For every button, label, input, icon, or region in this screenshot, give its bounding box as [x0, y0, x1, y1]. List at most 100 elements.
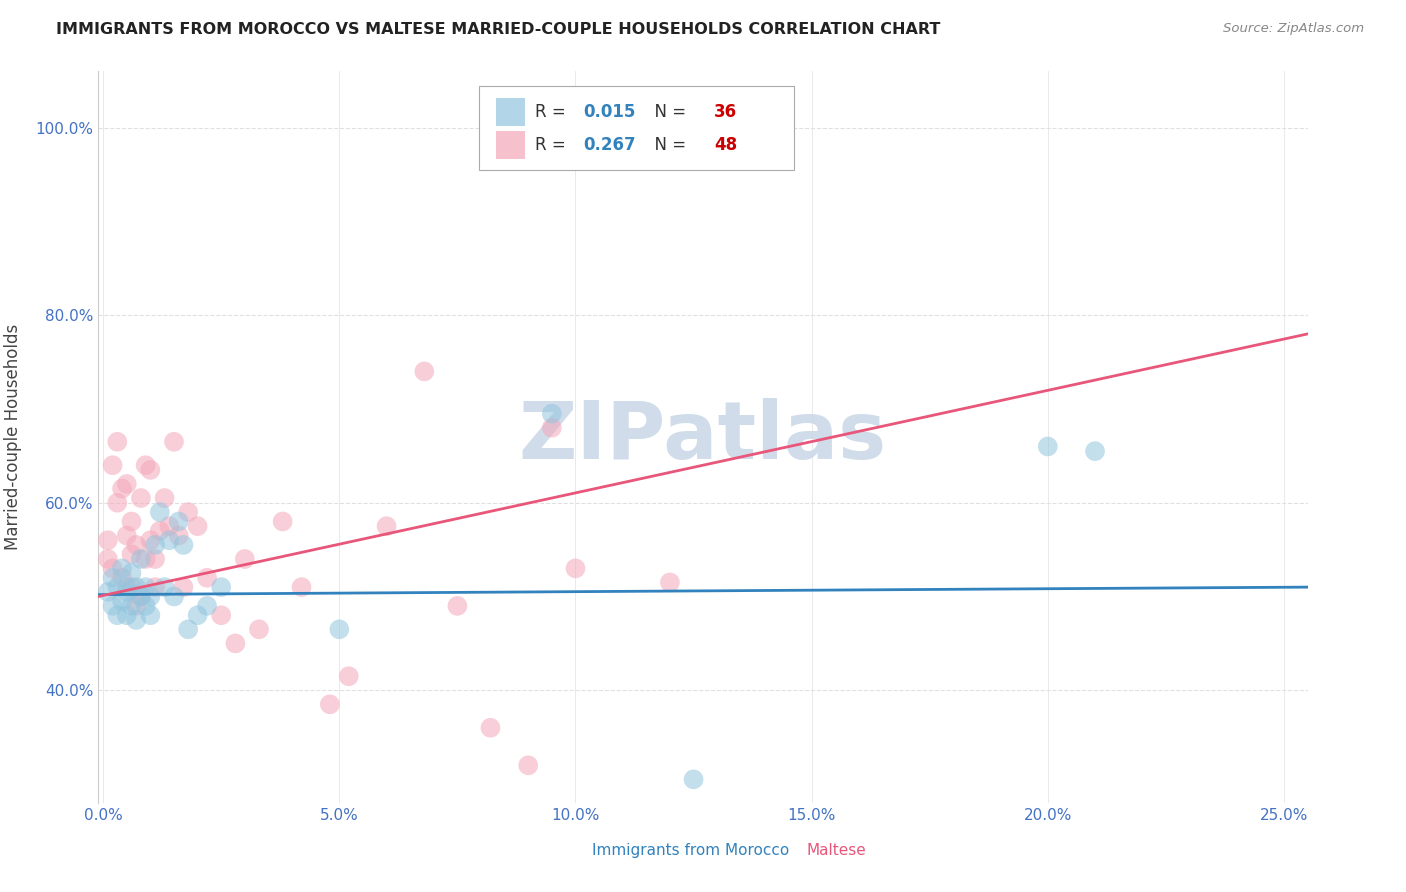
Point — [97, 552, 120, 566]
Point — [157, 533, 180, 548]
Point — [139, 590, 162, 604]
Point — [97, 533, 120, 548]
Point — [167, 515, 190, 529]
Point — [105, 580, 128, 594]
Point — [115, 528, 138, 542]
Point — [115, 584, 138, 599]
Point — [195, 571, 218, 585]
Point — [172, 538, 194, 552]
Text: 48: 48 — [714, 136, 737, 154]
Point — [121, 566, 143, 580]
Point — [247, 623, 270, 637]
FancyBboxPatch shape — [496, 131, 526, 159]
Point — [105, 434, 128, 449]
Point — [139, 608, 162, 623]
Point — [143, 580, 166, 594]
Point — [157, 519, 180, 533]
Point — [121, 580, 143, 594]
FancyBboxPatch shape — [496, 98, 526, 126]
Point — [163, 590, 186, 604]
Y-axis label: Married-couple Households: Married-couple Households — [4, 324, 21, 550]
Point — [111, 561, 134, 575]
Point — [177, 623, 200, 637]
Point — [111, 571, 134, 585]
Point — [163, 434, 186, 449]
Point — [187, 519, 209, 533]
Point — [153, 491, 176, 505]
Point — [129, 590, 152, 604]
Point — [135, 599, 157, 613]
Point — [413, 364, 436, 378]
Point — [209, 580, 232, 594]
Point — [446, 599, 468, 613]
Point — [111, 594, 134, 608]
Point — [224, 636, 246, 650]
Point — [121, 515, 143, 529]
Point — [125, 580, 148, 594]
Point — [115, 477, 138, 491]
Point — [540, 407, 562, 421]
Point — [115, 580, 138, 594]
Point — [187, 608, 209, 623]
Point — [517, 758, 540, 772]
Text: N =: N = — [644, 136, 692, 154]
Point — [375, 519, 398, 533]
Point — [682, 772, 704, 787]
Point — [319, 698, 342, 712]
Point — [139, 463, 162, 477]
Point — [135, 580, 157, 594]
Point — [139, 533, 162, 548]
Point — [658, 575, 681, 590]
Point — [209, 608, 232, 623]
Text: ZIPatlas: ZIPatlas — [519, 398, 887, 476]
Text: IMMIGRANTS FROM MOROCCO VS MALTESE MARRIED-COUPLE HOUSEHOLDS CORRELATION CHART: IMMIGRANTS FROM MOROCCO VS MALTESE MARRI… — [56, 22, 941, 37]
Point — [177, 505, 200, 519]
Point — [101, 561, 124, 575]
Point — [328, 623, 350, 637]
Point — [101, 458, 124, 473]
Point — [97, 584, 120, 599]
Text: Immigrants from Morocco: Immigrants from Morocco — [592, 843, 789, 858]
Point — [129, 491, 152, 505]
Text: 36: 36 — [714, 103, 737, 121]
Text: 0.015: 0.015 — [583, 103, 636, 121]
Text: N =: N = — [644, 103, 692, 121]
Point — [540, 420, 562, 434]
Point — [125, 599, 148, 613]
Point — [172, 580, 194, 594]
Point — [479, 721, 502, 735]
Point — [143, 552, 166, 566]
Text: 0.267: 0.267 — [583, 136, 636, 154]
Point — [564, 561, 586, 575]
Point — [121, 547, 143, 561]
Point — [101, 571, 124, 585]
Text: R =: R = — [534, 136, 571, 154]
Point — [167, 528, 190, 542]
Point — [135, 552, 157, 566]
Point — [149, 505, 172, 519]
Point — [233, 552, 256, 566]
Text: Maltese: Maltese — [807, 843, 866, 858]
Point — [149, 524, 172, 538]
Point — [115, 608, 138, 623]
Point — [337, 669, 360, 683]
Point — [121, 599, 143, 613]
Point — [125, 538, 148, 552]
Point — [290, 580, 312, 594]
Text: Source: ZipAtlas.com: Source: ZipAtlas.com — [1223, 22, 1364, 36]
Point — [105, 608, 128, 623]
Point — [129, 552, 152, 566]
Point — [135, 458, 157, 473]
Point — [129, 590, 152, 604]
Point — [125, 613, 148, 627]
Text: R =: R = — [534, 103, 571, 121]
Point — [101, 599, 124, 613]
Point — [1084, 444, 1107, 458]
FancyBboxPatch shape — [773, 841, 800, 862]
Point — [1036, 440, 1059, 454]
Point — [271, 515, 294, 529]
FancyBboxPatch shape — [558, 841, 585, 862]
Point — [195, 599, 218, 613]
Point — [143, 538, 166, 552]
Point — [105, 496, 128, 510]
